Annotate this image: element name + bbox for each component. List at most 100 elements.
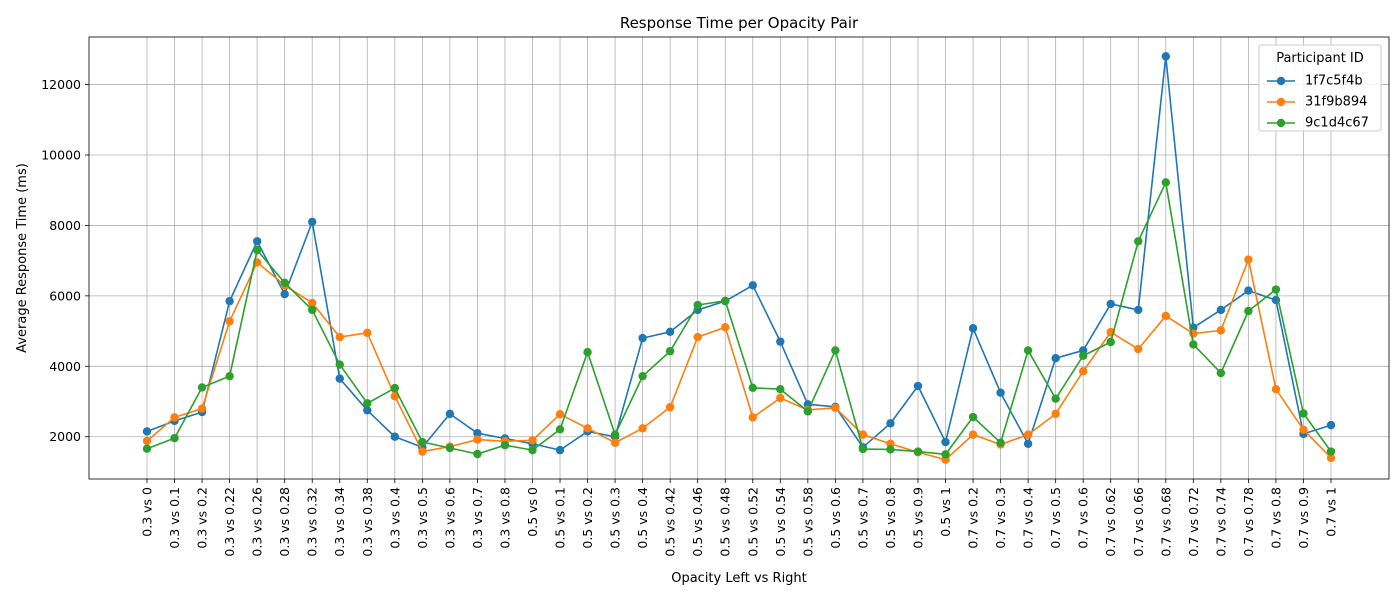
data-point: [1051, 394, 1060, 403]
x-tick-label: 0.7 vs 0.2: [966, 487, 981, 549]
data-point: [996, 438, 1005, 447]
legend-swatch-marker: [1276, 97, 1286, 107]
x-axis-ticks: 0.3 vs 0 0.3 vs 0.1 0.3 vs 0.2 0.3 vs 0.22 0…: [140, 479, 1339, 557]
data-point: [776, 384, 785, 394]
data-point: [197, 383, 207, 392]
y-tick-label: 6000: [49, 288, 81, 303]
data-point: [1106, 337, 1115, 347]
data-point: [1244, 255, 1253, 264]
data-point: [941, 450, 950, 459]
x-tick-label: 0.5 vs 0.2: [580, 487, 595, 549]
series-layer: [142, 52, 1336, 464]
data-point: [252, 245, 262, 255]
x-tick-label: 0.3 vs 0.5: [415, 487, 430, 549]
data-point: [1299, 409, 1308, 418]
data-point: [335, 332, 344, 342]
legend: Participant ID 1f7c5f4b 31f9b894 9c1d4c67: [1258, 44, 1382, 132]
data-point: [693, 332, 702, 342]
data-point: [1216, 305, 1226, 315]
data-point: [363, 399, 372, 408]
x-tick-label: 0.3 vs 0.26: [250, 487, 265, 557]
series-9c1d4c67: [142, 178, 1336, 459]
data-point: [555, 445, 565, 455]
data-point: [748, 281, 757, 290]
series-line: [146, 258, 1332, 461]
data-point: [142, 444, 152, 453]
data-point: [308, 217, 317, 227]
data-point: [1051, 409, 1060, 419]
data-point: [170, 433, 179, 443]
x-tick-label: 0.5 vs 0.3: [608, 487, 623, 549]
data-point: [197, 404, 207, 413]
x-tick-label: 0.3 vs 0: [140, 487, 155, 537]
data-point: [280, 278, 289, 288]
data-point: [445, 443, 455, 453]
x-tick-label: 0.5 vs 0.4: [635, 487, 650, 549]
data-point: [858, 430, 868, 439]
x-tick-label: 0.7 vs 1: [1324, 487, 1339, 537]
x-tick-label: 0.7 vs 0.74: [1213, 487, 1228, 557]
series-line: [146, 181, 1332, 456]
plot-area-frame: [88, 36, 1390, 480]
y-tick-label: 8000: [49, 218, 81, 233]
x-tick-label: 0.3 vs 0.1: [167, 487, 182, 549]
data-point: [225, 317, 234, 326]
data-point: [225, 296, 234, 306]
data-point: [1326, 420, 1336, 430]
data-point: [500, 440, 510, 450]
data-point: [1078, 351, 1088, 360]
data-point: [225, 371, 234, 381]
legend-box: [1258, 44, 1382, 132]
data-point: [1023, 430, 1033, 439]
data-point: [968, 412, 978, 422]
x-tick-label: 0.7 vs 0.66: [1131, 487, 1146, 557]
x-tick-label: 0.3 vs 0.32: [305, 487, 320, 557]
data-point: [1299, 425, 1308, 434]
y-axis-ticks: 2000 4000 6000 8000 10000 12000: [41, 77, 89, 444]
data-point: [776, 337, 785, 346]
x-tick-label: 0.7 vs 0.78: [1241, 487, 1256, 557]
legend-item: 9c1d4c67: [1267, 116, 1369, 131]
data-point: [1216, 326, 1226, 335]
data-point: [280, 289, 289, 299]
data-point: [886, 419, 895, 428]
data-point: [473, 449, 482, 459]
data-point: [610, 430, 620, 439]
x-tick-label: 0.5 vs 0: [525, 487, 540, 537]
x-tick-label: 0.3 vs 0.38: [360, 487, 375, 557]
data-point: [142, 436, 152, 446]
data-point: [335, 360, 344, 369]
y-tick-label: 4000: [49, 359, 81, 374]
data-point: [638, 424, 647, 433]
data-point: [390, 392, 400, 401]
data-point: [803, 407, 813, 416]
data-point: [1023, 439, 1033, 448]
x-tick-label: 0.5 vs 0.7: [855, 487, 870, 549]
data-point: [555, 409, 565, 419]
data-point: [610, 438, 620, 447]
data-point: [583, 424, 592, 433]
data-point: [748, 383, 757, 392]
x-tick-label: 0.5 vs 0.58: [800, 487, 815, 557]
legend-title: Participant ID: [1276, 51, 1364, 66]
x-tick-label: 0.5 vs 0.6: [828, 487, 843, 549]
legend-label: 9c1d4c67: [1305, 116, 1369, 131]
data-point: [142, 427, 152, 436]
data-point: [583, 348, 592, 357]
data-point: [1161, 311, 1170, 321]
data-point: [1271, 384, 1281, 394]
data-point: [1161, 52, 1170, 61]
x-tick-label: 0.3 vs 0.4: [387, 487, 402, 549]
data-point: [445, 409, 455, 419]
x-tick-label: 0.5 vs 0.1: [553, 487, 568, 549]
x-tick-label: 0.3 vs 0.7: [470, 487, 485, 549]
x-tick-label: 0.7 vs 0.6: [1076, 487, 1091, 549]
data-point: [1023, 346, 1033, 355]
data-point: [473, 429, 482, 438]
x-tick-label: 0.7 vs 0.9: [1296, 487, 1311, 549]
data-point: [1326, 453, 1336, 463]
data-point: [1244, 286, 1253, 295]
x-tick-label: 0.3 vs 0.6: [442, 487, 457, 549]
data-point: [418, 437, 427, 447]
